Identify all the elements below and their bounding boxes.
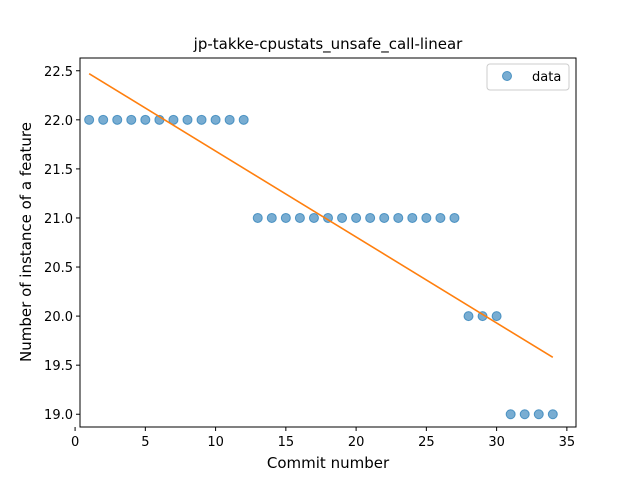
x-tick-label: 15 — [278, 435, 295, 450]
data-point — [533, 409, 544, 420]
legend-marker-data — [502, 71, 512, 81]
y-tick-label: 20.5 — [44, 261, 73, 276]
data-point — [491, 311, 502, 322]
y-tick-label: 22.0 — [44, 114, 73, 129]
data-point — [126, 114, 137, 125]
x-axis-label: Commit number — [267, 454, 390, 472]
data-point — [519, 409, 530, 420]
data-point — [449, 212, 460, 223]
chart-title: jp-takke-cpustats_unsafe_call-linear — [193, 35, 463, 54]
data-point — [196, 114, 207, 125]
data-point — [280, 212, 291, 223]
y-tick-label: 20.0 — [44, 310, 73, 325]
data-point — [84, 114, 95, 125]
y-tick-label: 19.0 — [44, 408, 73, 423]
plot-frame — [79, 57, 577, 428]
x-tick-label: 35 — [559, 435, 576, 450]
legend: data — [486, 63, 570, 91]
data-point — [421, 212, 432, 223]
data-point — [168, 114, 179, 125]
data-point — [238, 114, 249, 125]
data-point — [337, 212, 348, 223]
data-point — [224, 114, 235, 125]
data-point — [252, 212, 263, 223]
x-tick-label: 5 — [141, 435, 149, 450]
legend-label-data: data — [532, 70, 561, 85]
data-point — [308, 212, 319, 223]
y-axis-label: Number of instance of a feature — [17, 122, 35, 362]
legend-box — [486, 63, 570, 91]
data-point — [140, 114, 151, 125]
y-tick-label: 21.5 — [44, 163, 73, 178]
data-point — [505, 409, 516, 420]
data-point — [112, 114, 123, 125]
fit-line — [88, 73, 554, 359]
data-point — [407, 212, 418, 223]
x-tick-label: 10 — [207, 435, 224, 450]
x-tick-label: 30 — [488, 435, 505, 450]
data-point — [294, 212, 305, 223]
data-point — [463, 311, 474, 322]
x-tick-label: 0 — [71, 435, 79, 450]
data-point — [435, 212, 446, 223]
data-point — [351, 212, 362, 223]
data-point — [210, 114, 221, 125]
data-point — [182, 114, 193, 125]
x-tick-label: 20 — [348, 435, 365, 450]
data-point — [379, 212, 390, 223]
y-tick-label: 22.5 — [44, 65, 73, 80]
x-tick-label: 25 — [418, 435, 435, 450]
data-point — [393, 212, 404, 223]
data-point — [365, 212, 376, 223]
data-point — [547, 409, 558, 420]
data-point — [98, 114, 109, 125]
y-tick-label: 19.5 — [44, 359, 73, 374]
y-tick-label: 21.0 — [44, 212, 73, 227]
plot-area — [84, 73, 558, 420]
data-point — [266, 212, 277, 223]
x-axis: 0 5 10 15 20 25 30 35 — [71, 427, 575, 450]
y-axis: 19.0 19.5 20.0 20.5 21.0 21.5 22.0 22.5 — [44, 65, 80, 423]
